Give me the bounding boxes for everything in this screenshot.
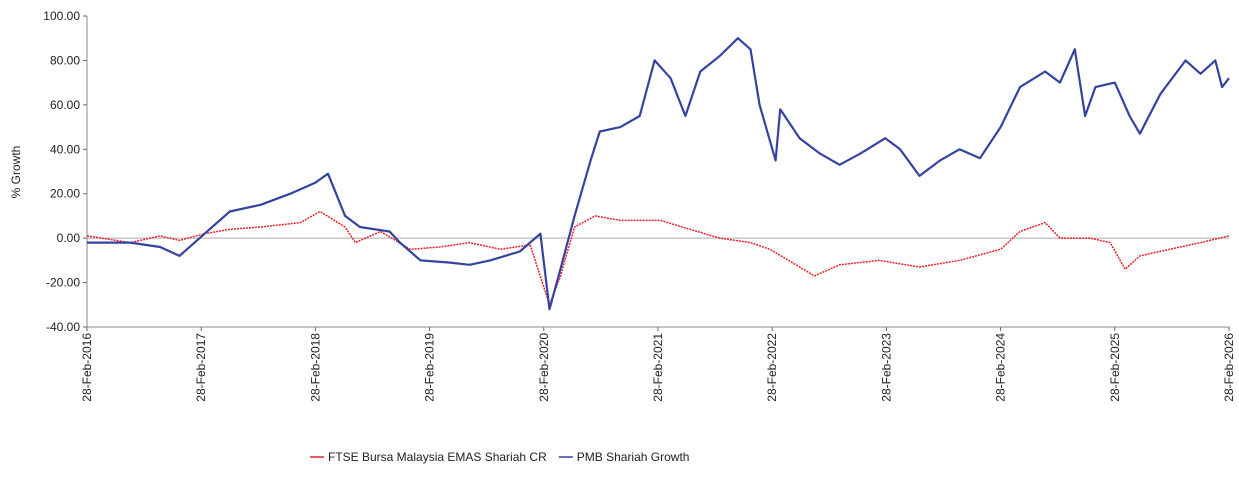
y-axis-label: % Growth: [9, 146, 23, 199]
legend-label: FTSE Bursa Malaysia EMAS Shariah CR: [328, 450, 547, 464]
series-line: [87, 37, 1230, 311]
legend-label: PMB Shariah Growth: [577, 450, 690, 464]
x-tick-label: 28-Feb-2022: [765, 333, 779, 402]
x-tick-label: 28-Feb-2018: [308, 333, 322, 402]
x-tick-label: 28-Feb-2024: [994, 333, 1008, 402]
x-tick-label: 28-Feb-2016: [80, 333, 94, 402]
y-tick-label: 60.00: [50, 98, 80, 112]
x-tick-label: 28-Feb-2019: [423, 333, 437, 402]
x-tick-label: 28-Feb-2023: [879, 333, 893, 402]
x-tick-label: 28-Feb-2017: [194, 333, 208, 402]
y-tick-label: -20.00: [46, 276, 80, 290]
y-tick-label: 100.00: [43, 9, 80, 23]
plot-area: [87, 16, 1229, 327]
y-tick-label: 20.00: [50, 187, 80, 201]
y-tick-label: -40.00: [46, 320, 80, 334]
series-line: [86, 210, 1230, 306]
x-tick-label: 28-Feb-2026: [1222, 333, 1236, 402]
y-tick-label: 40.00: [50, 142, 80, 156]
x-tick-label: 28-Feb-2025: [1108, 333, 1122, 402]
y-tick-label: 80.00: [50, 53, 80, 67]
x-tick-label: 28-Feb-2020: [537, 333, 551, 402]
x-tick-label: 28-Feb-2021: [651, 333, 665, 402]
y-tick-label: 0.00: [57, 231, 81, 245]
